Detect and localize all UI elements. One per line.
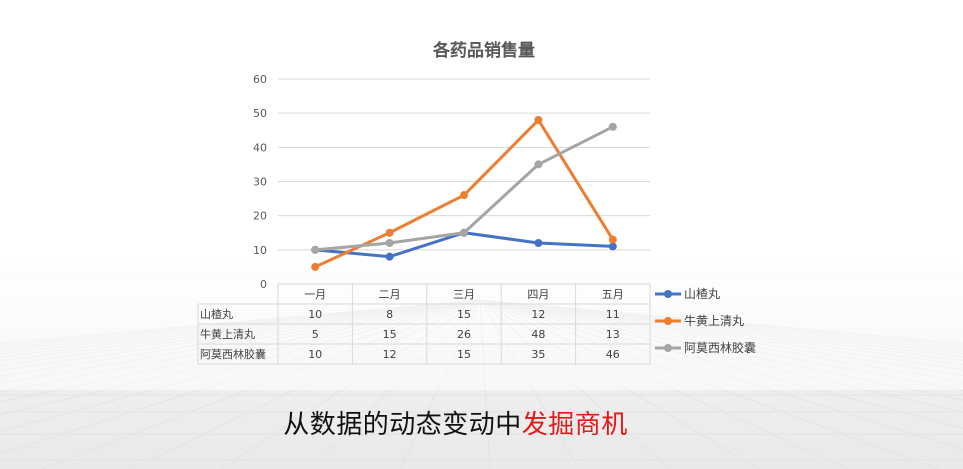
floor-fade — [0, 280, 963, 390]
legend-label: 阿莫西林胶囊 — [684, 340, 756, 355]
x-tick-label: 一月 — [304, 288, 326, 301]
legend-label: 山楂丸 — [684, 287, 720, 301]
data-point — [385, 252, 394, 261]
table-cell: 12 — [531, 308, 545, 321]
data-point — [608, 122, 617, 131]
chart-title: 各药品销售量 — [432, 40, 535, 61]
table-cell: 10 — [308, 308, 322, 321]
table-cell: 26 — [457, 328, 471, 341]
y-tick-label: 50 — [253, 107, 267, 120]
x-tick-label: 二月 — [379, 288, 401, 301]
table-series-label: 山楂丸 — [200, 307, 233, 321]
data-point — [608, 242, 617, 251]
data-point — [608, 235, 617, 244]
x-tick-label: 三月 — [453, 288, 475, 301]
y-tick-label: 40 — [253, 141, 267, 154]
x-tick-label: 五月 — [602, 288, 624, 301]
table-cell: 15 — [457, 308, 471, 321]
data-point — [460, 228, 468, 237]
table-cell: 13 — [606, 328, 620, 341]
data-point — [460, 191, 468, 200]
data-point — [534, 116, 543, 124]
y-tick-label: 60 — [253, 73, 267, 86]
caption-normal-text: 从数据的动态变动中 — [283, 410, 522, 440]
y-tick-label: 10 — [253, 244, 267, 257]
table-series-label: 阿莫西林胶囊 — [200, 347, 266, 361]
data-point — [534, 239, 543, 247]
legend-marker — [664, 344, 672, 352]
data-point — [311, 262, 320, 271]
table-cell: 15 — [383, 328, 397, 341]
table-series-label: 牛黄上清丸 — [200, 327, 255, 341]
table-cell: 48 — [531, 328, 545, 341]
caption-highlight-text: 发掘商机 — [521, 410, 628, 440]
x-tick-label: 四月 — [527, 288, 549, 301]
legend-marker — [664, 317, 672, 325]
table-cell: 8 — [386, 308, 393, 321]
table-cell: 12 — [383, 348, 397, 361]
slide-caption: 从数据的动态变动中发掘商机 — [0, 404, 911, 441]
data-point — [534, 160, 543, 169]
table-cell: 11 — [606, 308, 620, 321]
data-point — [385, 228, 394, 237]
y-tick-label: 0 — [260, 278, 267, 291]
table-cell: 10 — [308, 348, 322, 361]
table-cell: 5 — [312, 328, 319, 341]
data-point — [385, 239, 394, 247]
table-cell: 35 — [531, 348, 545, 361]
y-tick-label: 30 — [253, 176, 267, 189]
data-table — [197, 283, 651, 365]
table-cell: 15 — [457, 348, 471, 361]
data-point — [311, 245, 320, 254]
table-cell: 46 — [606, 348, 620, 361]
legend-marker — [664, 290, 672, 298]
y-tick-label: 20 — [253, 210, 267, 223]
legend-label: 牛黄上清丸 — [684, 313, 744, 328]
